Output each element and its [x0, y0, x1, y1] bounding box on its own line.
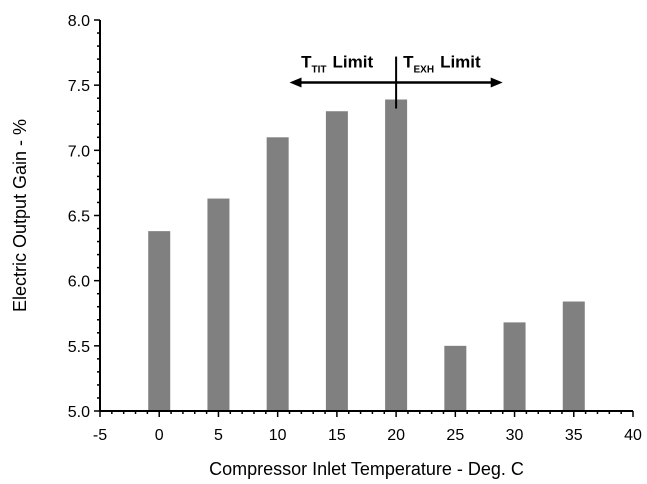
y-axis-title: Electric Output Gain - %: [10, 119, 30, 312]
x-tick-label: 25: [446, 427, 464, 444]
y-tick-label: 5.0: [68, 404, 90, 421]
bar-0: [148, 231, 171, 411]
bar-30: [503, 322, 526, 411]
y-ticks-group: 5.0 5.5 6.0 6.5 7.0 7.5 8.0: [68, 13, 100, 421]
left-arrowhead-icon: [289, 77, 302, 88]
bar-5: [207, 198, 230, 411]
x-ticks-group: -5 0 5 10 15 20 25 30 35 40: [93, 411, 642, 444]
x-tick-label: 20: [387, 427, 405, 444]
bar-35: [562, 301, 585, 411]
y-tick-label: 6.5: [68, 209, 90, 226]
x-axis-title: Compressor Inlet Temperature - Deg. C: [209, 459, 524, 479]
bar-15: [325, 111, 348, 411]
bar-10: [266, 137, 289, 412]
tit-limit-subscript: TIT: [312, 65, 327, 76]
y-tick-label: 7.0: [68, 143, 90, 160]
exh-limit-main: T: [403, 53, 414, 72]
y-tick-label: 7.5: [68, 78, 90, 95]
x-tick-label: 10: [269, 427, 287, 444]
bars-group: [148, 99, 585, 412]
exh-limit-subscript: EXH: [414, 65, 435, 76]
exh-limit-label: TEXH Limit: [403, 53, 481, 76]
exh-limit-rest: Limit: [440, 53, 481, 72]
x-tick-label: 30: [506, 427, 524, 444]
x-tick-label: -5: [93, 427, 107, 444]
y-tick-label: 6.0: [68, 274, 90, 291]
tit-limit-label: TTIT Limit: [301, 53, 373, 76]
x-tick-label: 40: [624, 427, 642, 444]
limit-annotation: TTIT Limit TEXH Limit: [289, 53, 503, 109]
x-tick-label: 5: [214, 427, 223, 444]
bar-25: [444, 345, 467, 411]
x-tick-label: 0: [155, 427, 164, 444]
tit-limit-main: T: [301, 53, 312, 72]
y-tick-label: 8.0: [68, 13, 90, 30]
right-arrowhead-icon: [490, 77, 503, 88]
x-tick-label: 35: [565, 427, 583, 444]
tit-limit-rest: Limit: [333, 53, 374, 72]
bar-20: [385, 99, 408, 412]
y-tick-label: 5.5: [68, 339, 90, 356]
axes-group: [99, 20, 633, 412]
x-tick-label: 15: [328, 427, 346, 444]
